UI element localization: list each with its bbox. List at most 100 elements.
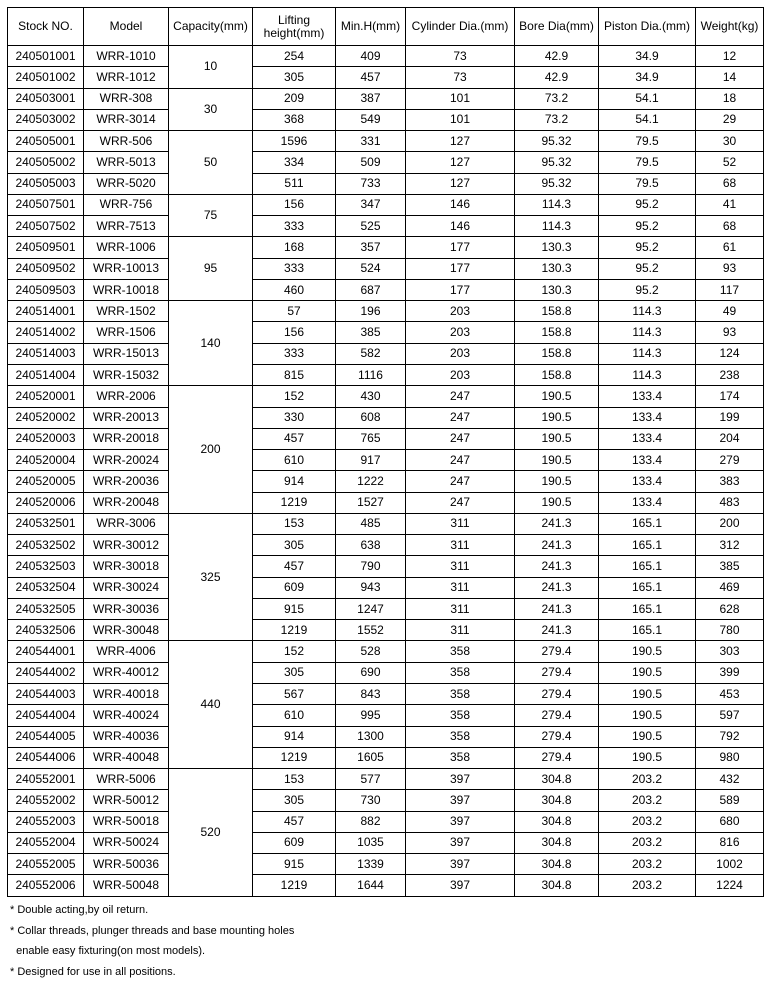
model-cell: WRR-40012 xyxy=(83,661,169,684)
stock-no-cell: 240544001 xyxy=(7,640,84,663)
piston-dia-cell: 165.1 xyxy=(598,512,696,536)
model-cell: WRR-50048 xyxy=(83,874,169,897)
weight-cell: 29 xyxy=(695,108,764,132)
header-cylinder-dia: Cylinder Dia.(mm) xyxy=(405,7,515,46)
bore-dia-cell: 279.4 xyxy=(514,704,599,727)
model-cell: WRR-20048 xyxy=(83,491,169,514)
table-row: 240514001 WRR-1502 140 57 196 203 158.8 114.3 49 xyxy=(7,300,764,387)
min-h-cell: 765 xyxy=(335,427,406,451)
bore-dia-cell: 130.3 xyxy=(514,236,599,259)
min-h-cell: 485 xyxy=(335,512,406,536)
piston-dia-cell: 203.2 xyxy=(598,768,696,791)
weight-cell: 41 xyxy=(695,193,764,217)
cylinder-dia-cell: 311 xyxy=(405,512,515,536)
bore-dia-cell: 42.9 xyxy=(514,44,599,68)
lifting-height-cell: 254 xyxy=(252,44,336,68)
piston-dia-cell: 203.2 xyxy=(598,789,696,812)
capacity-cell: 140 xyxy=(168,300,253,387)
piston-dia-cell: 133.4 xyxy=(598,406,696,429)
model-cell: WRR-5020 xyxy=(83,172,169,195)
note-3: enable easy fixturing(on most models). xyxy=(10,945,206,957)
stock-no-cell: 240552003 xyxy=(7,810,84,833)
min-h-cell: 528 xyxy=(335,640,406,663)
stock-no-cell: 240507502 xyxy=(7,215,84,238)
header-lifting-height: Lifting height(mm) xyxy=(252,7,336,46)
piston-dia-cell: 79.5 xyxy=(598,130,696,153)
model-cell: WRR-4006 xyxy=(83,640,169,663)
header-row: Stock NO. Model Capacity(mm) Lifting height… xyxy=(7,7,764,46)
model-cell: WRR-15032 xyxy=(83,363,169,387)
weight-cell: 238 xyxy=(695,363,764,387)
min-h-cell: 347 xyxy=(335,193,406,217)
model-cell: WRR-20024 xyxy=(83,449,169,472)
min-h-cell: 582 xyxy=(335,342,406,365)
cylinder-dia-cell: 358 xyxy=(405,725,515,748)
model-cell: WRR-50012 xyxy=(83,789,169,812)
lifting-height-cell: 1219 xyxy=(252,746,336,770)
bore-dia-cell: 190.5 xyxy=(514,427,599,451)
min-h-cell: 509 xyxy=(335,151,406,174)
model-cell: WRR-40018 xyxy=(83,682,169,706)
capacity-cell: 95 xyxy=(168,236,253,302)
capacity-cell: 440 xyxy=(168,640,253,770)
bore-dia-cell: 241.3 xyxy=(514,534,599,557)
bore-dia-cell: 241.3 xyxy=(514,597,599,621)
cylinder-dia-cell: 101 xyxy=(405,87,515,110)
piston-dia-cell: 190.5 xyxy=(598,704,696,727)
bore-dia-cell: 73.2 xyxy=(514,87,599,110)
piston-dia-cell: 114.3 xyxy=(598,321,696,344)
piston-dia-cell: 79.5 xyxy=(598,151,696,174)
min-h-cell: 843 xyxy=(335,682,406,706)
stock-no-cell: 240532504 xyxy=(7,576,84,599)
cylinder-dia-cell: 177 xyxy=(405,236,515,259)
piston-dia-cell: 95.2 xyxy=(598,236,696,259)
cylinder-dia-cell: 311 xyxy=(405,534,515,557)
stock-no-cell: 240532501 xyxy=(7,512,84,536)
table-row: 240507502 WRR-7513 333 525 146 114.3 95.2 68 xyxy=(7,215,764,238)
weight-cell: 49 xyxy=(695,300,764,323)
model-cell: WRR-10013 xyxy=(83,257,169,280)
stock-no-cell: 240501002 xyxy=(7,66,84,89)
weight-cell: 483 xyxy=(695,491,764,514)
table-row: 240544004 WRR-40024 610 995 358 279.4 190.5 597 xyxy=(7,704,764,727)
piston-dia-cell: 165.1 xyxy=(598,555,696,578)
table-row: 240501002 WRR-1012 305 457 73 42.9 34.9 14 xyxy=(7,66,764,89)
model-cell: WRR-20018 xyxy=(83,427,169,451)
cylinder-dia-cell: 203 xyxy=(405,321,515,344)
bore-dia-cell: 73.2 xyxy=(514,108,599,132)
model-cell: WRR-308 xyxy=(83,87,169,110)
piston-dia-cell: 95.2 xyxy=(598,278,696,302)
bore-dia-cell: 158.8 xyxy=(514,363,599,387)
lifting-height-cell: 457 xyxy=(252,810,336,833)
min-h-cell: 524 xyxy=(335,257,406,280)
cylinder-dia-cell: 358 xyxy=(405,661,515,684)
min-h-cell: 409 xyxy=(335,44,406,68)
stock-no-cell: 240552006 xyxy=(7,874,84,897)
bore-dia-cell: 279.4 xyxy=(514,725,599,748)
model-cell: WRR-30024 xyxy=(83,576,169,599)
stock-no-cell: 240509501 xyxy=(7,236,84,259)
bore-dia-cell: 279.4 xyxy=(514,746,599,770)
min-h-cell: 917 xyxy=(335,449,406,472)
cylinder-dia-cell: 358 xyxy=(405,746,515,770)
lifting-height-cell: 457 xyxy=(252,427,336,451)
stock-no-cell: 240520005 xyxy=(7,470,84,493)
bore-dia-cell: 304.8 xyxy=(514,831,599,855)
cylinder-dia-cell: 397 xyxy=(405,789,515,812)
stock-no-cell: 240552002 xyxy=(7,789,84,812)
lifting-height-cell: 305 xyxy=(252,534,336,557)
weight-cell: 174 xyxy=(695,385,764,408)
table-row: 240532506 WRR-30048 1219 1552 311 241.3 165.1 7… xyxy=(7,619,764,642)
stock-no-cell: 240532506 xyxy=(7,619,84,642)
bore-dia-cell: 304.8 xyxy=(514,810,599,833)
model-cell: WRR-3006 xyxy=(83,512,169,536)
weight-cell: 52 xyxy=(695,151,764,174)
bore-dia-cell: 241.3 xyxy=(514,555,599,578)
cylinder-dia-cell: 358 xyxy=(405,682,515,706)
table-row: 240507501 WRR-756 75 156 347 146 114.3 95.2 41 xyxy=(7,193,764,238)
model-cell: WRR-20036 xyxy=(83,470,169,493)
table-row: 240505003 WRR-5020 511 733 127 95.32 79.5 68 xyxy=(7,172,764,195)
piston-dia-cell: 165.1 xyxy=(598,597,696,621)
model-cell: WRR-10018 xyxy=(83,278,169,302)
min-h-cell: 1527 xyxy=(335,491,406,514)
